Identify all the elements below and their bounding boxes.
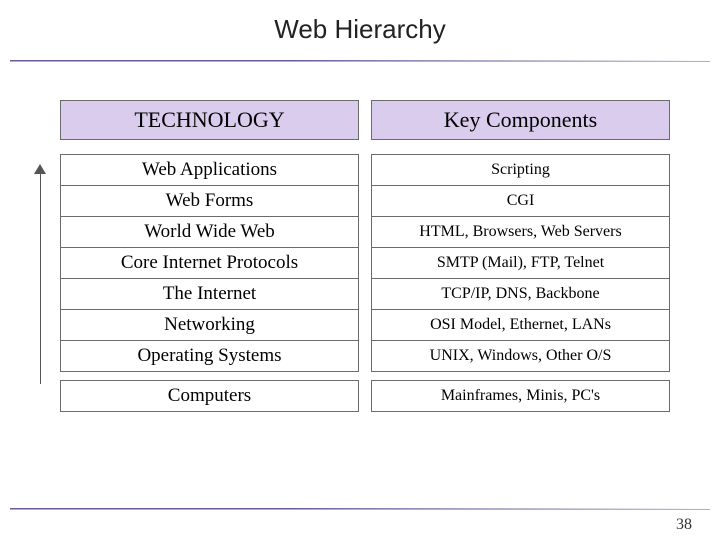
table-row: World Wide Web HTML, Browsers, Web Serve… (60, 217, 670, 248)
table-row: Web Forms CGI (60, 186, 670, 217)
table-row: Computers Mainframes, Minis, PC's (60, 380, 670, 412)
tech-cell: Computers (60, 380, 359, 412)
comp-cell: CGI (371, 186, 670, 217)
comp-cell: Scripting (371, 154, 670, 186)
tech-cell: Networking (60, 310, 359, 341)
tech-cell: Core Internet Protocols (60, 248, 359, 279)
tech-cell: Operating Systems (60, 341, 359, 372)
comp-cell: Mainframes, Minis, PC's (371, 380, 670, 412)
table-header-row: TECHNOLOGY Key Components (60, 100, 670, 140)
tech-cell: Web Forms (60, 186, 359, 217)
hierarchy-arrow (32, 164, 50, 384)
header-components: Key Components (371, 100, 670, 140)
tech-cell: The Internet (60, 279, 359, 310)
table-row: Operating Systems UNIX, Windows, Other O… (60, 341, 670, 372)
tech-cell: World Wide Web (60, 217, 359, 248)
comp-cell: UNIX, Windows, Other O/S (371, 341, 670, 372)
table-row: Networking OSI Model, Ethernet, LANs (60, 310, 670, 341)
table-row: Web Applications Scripting (60, 154, 670, 186)
comp-cell: HTML, Browsers, Web Servers (371, 217, 670, 248)
tech-cell: Web Applications (60, 154, 359, 186)
comp-cell: OSI Model, Ethernet, LANs (371, 310, 670, 341)
slide-title: Web Hierarchy (0, 14, 720, 45)
header-technology: TECHNOLOGY (60, 100, 359, 140)
comp-cell: SMTP (Mail), FTP, Telnet (371, 248, 670, 279)
decorative-rule-bottom (10, 508, 710, 510)
decorative-rule-top (10, 60, 710, 62)
hierarchy-table: TECHNOLOGY Key Components Web Applicatio… (60, 100, 670, 412)
page-number: 38 (676, 516, 692, 534)
table-row: The Internet TCP/IP, DNS, Backbone (60, 279, 670, 310)
table-row: Core Internet Protocols SMTP (Mail), FTP… (60, 248, 670, 279)
comp-cell: TCP/IP, DNS, Backbone (371, 279, 670, 310)
